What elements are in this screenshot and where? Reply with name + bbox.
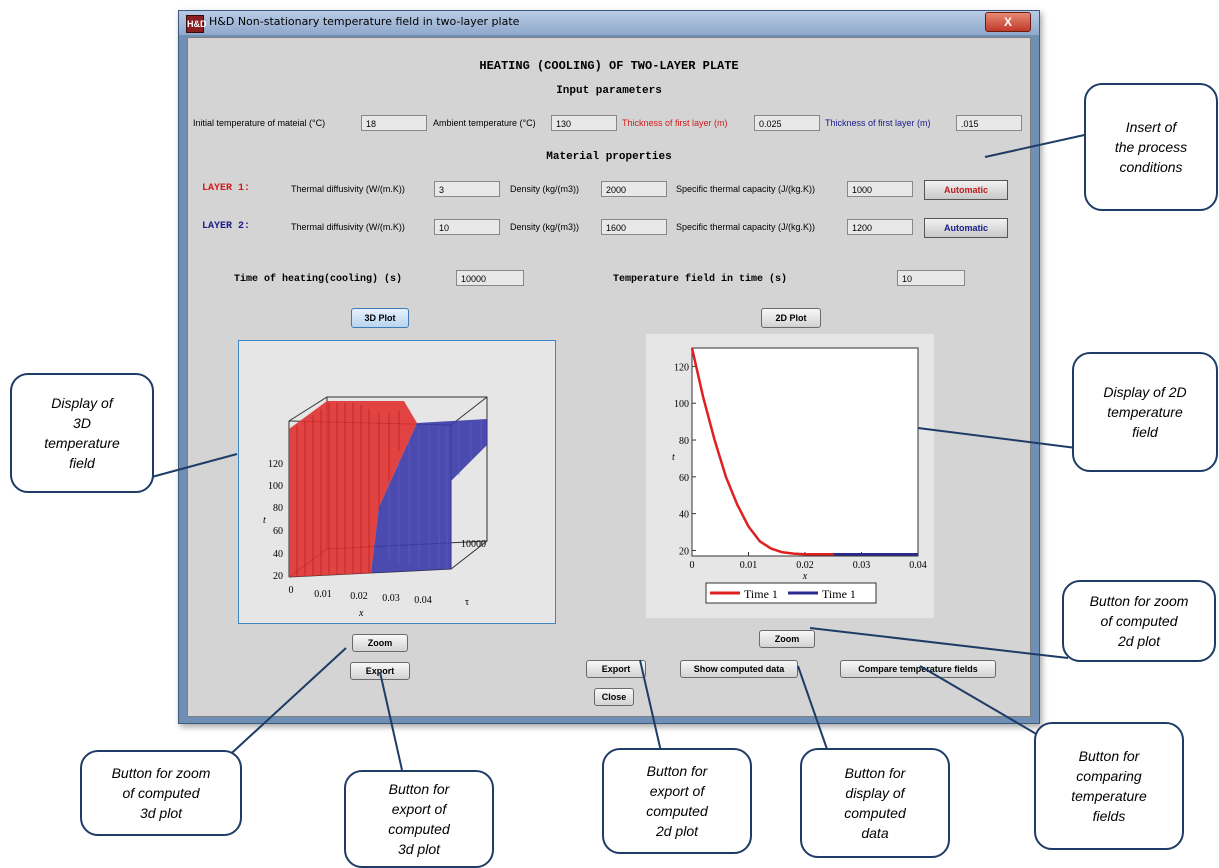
first-layer-thickness-input[interactable]: 0.025: [754, 115, 820, 131]
y-tick-label: 20: [679, 546, 689, 557]
x-axis-label: x: [802, 571, 808, 582]
second-layer-thickness-input[interactable]: .015: [956, 115, 1022, 131]
series-line-1: [690, 347, 834, 556]
callout-export-3d: Button for export of computed 3d plot: [344, 770, 494, 868]
layer2-label: LAYER 2:: [202, 221, 251, 232]
plot-3d-svg: 120 100 80 60 40 20 t 0 0.01 0.02 0.03 0…: [263, 396, 488, 619]
x-tick-label: 0.01: [740, 560, 758, 571]
callout-export-2d: Button for export of computed 2d plot: [602, 748, 752, 854]
callout-display-3d: Display of 3D temperature field: [10, 373, 154, 493]
compare-temperature-fields-button[interactable]: Compare temperature fields: [840, 660, 996, 678]
callout-compare: Button for comparing temperature fields: [1034, 722, 1184, 850]
z-axis-label: t: [263, 515, 266, 526]
x-tick-label: 0.02: [796, 560, 814, 571]
ambient-temperature-label: Ambient temperature (°C): [433, 118, 536, 128]
show-computed-data-button[interactable]: Show computed data: [680, 660, 798, 678]
input-section-title: Input parameters: [556, 85, 662, 97]
x-tick-label: 0: [690, 560, 695, 571]
layer1-label: LAYER 1:: [202, 183, 251, 194]
layer2-capacity-label: Specific thermal capacity (J/(kg.K)): [676, 222, 816, 232]
window-close-button[interactable]: X: [985, 12, 1031, 32]
layer2-density-label: Density (kg/(m3)): [510, 222, 580, 232]
title-bar[interactable]: H&D H&D Non-stationary temperature field…: [179, 11, 1039, 35]
layer2-capacity-input[interactable]: 1200: [847, 219, 913, 235]
window-title: H&D Non-stationary temperature field in …: [209, 15, 520, 28]
layer1-diffusivity-input[interactable]: 3: [434, 181, 500, 197]
layer1-capacity-label: Specific thermal capacity (J/(kg.K)): [676, 184, 816, 194]
y-axis-label: t: [672, 452, 675, 463]
heating-time-input[interactable]: 10000: [456, 270, 524, 286]
y-tick-label: 60: [679, 473, 689, 484]
x-tick: 0.03: [382, 593, 400, 604]
plot-2d-area: 120 100 80 60 40 20 0 0.01 0.02 0.03 0.04 t x Time…: [646, 334, 934, 618]
z-tick: 20: [273, 571, 283, 582]
zoom-3d-button[interactable]: Zoom: [352, 634, 408, 652]
layer2-diffusivity-input[interactable]: 10: [434, 219, 500, 235]
second-layer-thickness-label: Thickness of first layer (m): [825, 118, 931, 128]
initial-temperature-label: Initial temperature of mateial (°C): [193, 118, 326, 128]
z-tick: 40: [273, 549, 283, 560]
main-panel: HEATING (COOLING) OF TWO-LAYER PLATE Inp…: [187, 37, 1031, 717]
plot-3d-button[interactable]: 3D Plot: [351, 308, 409, 328]
first-layer-thickness-label: Thickness of first layer (m): [622, 118, 728, 128]
temperature-field-time-input[interactable]: 10: [897, 270, 965, 286]
plot-2d-svg: 120 100 80 60 40 200 0.01 0.02 0.03 0.04 t x Time…: [672, 347, 927, 604]
plot-2d-button[interactable]: 2D Plot: [761, 308, 821, 328]
export-3d-button[interactable]: Export: [350, 662, 410, 680]
y-tick-label: 40: [679, 510, 689, 521]
x-tick: 0.02: [350, 591, 368, 602]
z-tick: 80: [273, 503, 283, 514]
layer1-density-label: Density (kg/(m3)): [510, 184, 580, 194]
plot-frame: [691, 347, 919, 557]
x-tick: 0: [289, 585, 294, 596]
zoom-2d-button[interactable]: Zoom: [759, 630, 815, 648]
app-icon: H&D: [186, 15, 207, 33]
layer2-density-input[interactable]: 1600: [601, 219, 667, 235]
layer1-automatic-button[interactable]: Automatic: [924, 180, 1008, 200]
export-2d-button[interactable]: Export: [586, 660, 646, 678]
layer2-diffusivity-label: Thermal diffusivity (W/(m.K)): [291, 222, 405, 232]
y-tick-label: 120: [674, 362, 689, 373]
close-button[interactable]: Close: [594, 688, 634, 706]
layer1-diffusivity-label: Thermal diffusivity (W/(m.K)): [291, 184, 405, 194]
legend-label-series-1: Time 1: [744, 587, 778, 601]
y-tick-label: 100: [674, 399, 689, 410]
x-tick-label: 0.04: [909, 560, 927, 571]
tau-axis-label: τ: [465, 597, 469, 608]
callout-zoom-2d: Button for zoom of computed 2d plot: [1062, 580, 1216, 662]
callout-display-data: Button for display of computed data: [800, 748, 950, 858]
ambient-temperature-input[interactable]: 130: [551, 115, 617, 131]
material-section-title: Material properties: [546, 151, 672, 163]
tau-tick: 10000: [461, 539, 486, 550]
x-tick: 0.04: [414, 595, 432, 606]
heating-time-label: Time of heating(cooling) (s): [234, 274, 403, 285]
callout-zoom-3d: Button for zoom of computed 3d plot: [80, 750, 242, 836]
plot-3d-area: 120 100 80 60 40 20 t 0 0.01 0.02 0.03 0…: [238, 340, 556, 624]
initial-temperature-input[interactable]: 18: [361, 115, 427, 131]
layer1-capacity-input[interactable]: 1000: [847, 181, 913, 197]
legend-label-series-2: Time 1: [822, 587, 856, 601]
y-tick-label: 80: [679, 436, 689, 447]
x-axis-label: x: [358, 608, 364, 619]
z-tick: 60: [273, 526, 283, 537]
z-tick: 120: [268, 459, 283, 470]
app-window: H&D H&D Non-stationary temperature field…: [178, 10, 1040, 724]
layer2-automatic-button[interactable]: Automatic: [924, 218, 1008, 238]
temperature-field-time-label: Temperature field in time (s): [613, 274, 788, 285]
callout-insert-conditions: Insert of the process conditions: [1084, 83, 1218, 211]
page-heading: HEATING (COOLING) OF TWO-LAYER PLATE: [479, 59, 739, 73]
callout-display-2d: Display of 2D temperature field: [1072, 352, 1218, 472]
x-tick-label: 0.03: [853, 560, 871, 571]
layer1-density-input[interactable]: 2000: [601, 181, 667, 197]
x-tick: 0.01: [314, 589, 332, 600]
z-tick: 100: [268, 481, 283, 492]
